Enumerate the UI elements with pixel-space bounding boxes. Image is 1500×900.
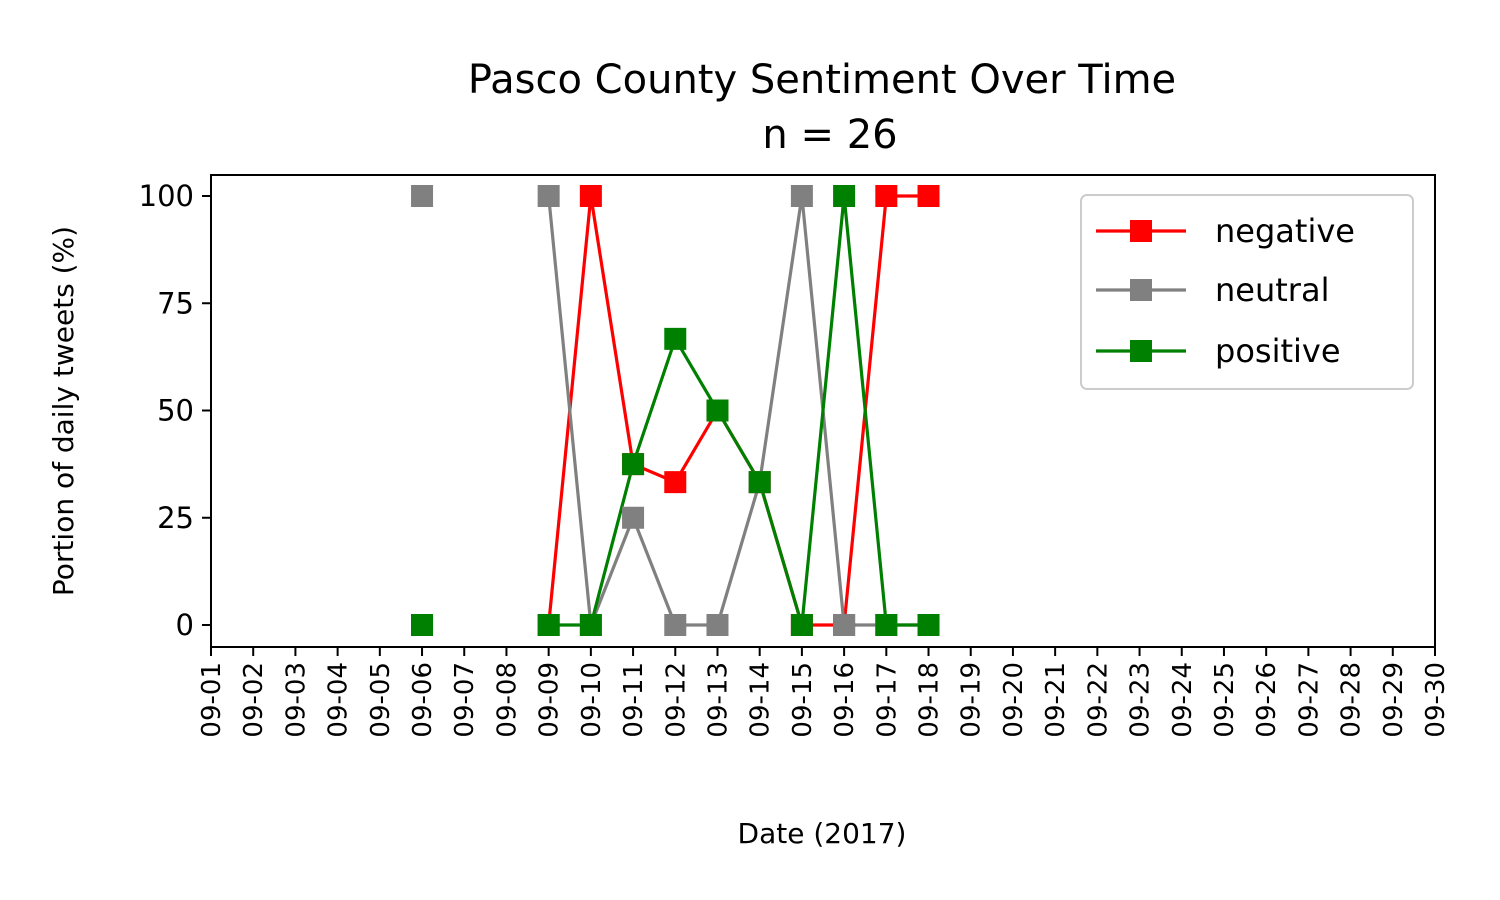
x-tick-label: 09-12 xyxy=(661,662,691,738)
x-tick-label: 09-06 xyxy=(408,662,438,738)
x-tick-label: 09-27 xyxy=(1294,662,1324,738)
x-tick-label: 09-29 xyxy=(1379,662,1409,738)
series-marker-neutral xyxy=(537,185,560,207)
x-tick-label: 09-24 xyxy=(1168,662,1198,738)
chart-subtitle: n = 26 xyxy=(762,112,897,158)
series-marker-negative xyxy=(579,185,602,207)
legend-marker-neutral xyxy=(1130,279,1152,301)
x-tick-label: 09-20 xyxy=(999,662,1029,738)
series-marker-neutral xyxy=(790,185,813,207)
x-tick-label: 09-14 xyxy=(746,662,776,738)
x-tick-label: 09-09 xyxy=(535,662,565,738)
x-tick-label: 09-13 xyxy=(703,662,733,738)
x-tick-label: 09-02 xyxy=(239,662,269,738)
y-tick-label: 75 xyxy=(157,286,194,320)
legend-label-neutral: neutral xyxy=(1215,271,1329,309)
y-axis-ticks: 0 25 50 75 100 xyxy=(139,179,211,642)
x-tick-label: 09-03 xyxy=(281,662,311,738)
x-tick-label: 09-10 xyxy=(577,662,607,738)
y-axis-label: Portion of daily tweets (%) xyxy=(47,226,80,596)
legend-label-negative: negative xyxy=(1215,212,1355,250)
x-tick-label: 09-05 xyxy=(366,662,396,738)
series-marker-neutral xyxy=(706,614,729,636)
y-tick-label: 0 xyxy=(176,608,194,642)
legend-box xyxy=(1080,194,1414,390)
chart-title: Pasco County Sentiment Over Time xyxy=(468,57,1176,103)
series-marker-positive xyxy=(622,453,645,476)
legend-marker-positive xyxy=(1130,340,1152,362)
series-marker-positive xyxy=(579,614,602,636)
series-marker-neutral xyxy=(411,185,434,207)
series-line-negative xyxy=(547,194,929,627)
series-marker-negative xyxy=(917,185,940,207)
x-axis-ticks: 09-01 09-02 09-03 09-04 09-05 09-06 09-07 09-08… xyxy=(197,647,1451,738)
x-tick-label: 09-25 xyxy=(1210,662,1240,738)
series-marker-neutral xyxy=(833,614,856,636)
y-tick-label: 25 xyxy=(157,501,194,535)
legend: negative neutral positive xyxy=(1080,194,1414,390)
x-tick-label: 09-21 xyxy=(1041,662,1071,738)
legend-marker-negative xyxy=(1130,220,1152,242)
series-marker-neutral xyxy=(622,506,645,529)
series-line-positive xyxy=(548,194,929,627)
series-marker-positive xyxy=(748,471,771,494)
x-tick-label: 09-11 xyxy=(619,662,649,738)
series-marker-positive xyxy=(790,614,813,636)
series-marker-negative xyxy=(875,185,898,207)
series-marker-positive xyxy=(917,614,940,636)
series-line-neutral xyxy=(547,194,929,627)
y-tick-label: 50 xyxy=(157,394,194,428)
plot-frame xyxy=(210,174,1436,648)
x-tick-label: 09-15 xyxy=(788,662,818,738)
x-tick-label: 09-23 xyxy=(1126,662,1156,738)
x-axis-label: Date (2017) xyxy=(738,817,907,850)
legend-label-positive: positive xyxy=(1215,332,1341,370)
x-tick-label: 09-18 xyxy=(915,662,945,738)
x-tick-label: 09-07 xyxy=(450,662,480,738)
x-tick-label: 09-01 xyxy=(197,662,227,738)
x-tick-label: 09-22 xyxy=(1083,662,1113,738)
series-marker-positive xyxy=(664,327,687,350)
series-marker-neutral xyxy=(664,614,687,636)
x-tick-label: 09-16 xyxy=(830,662,860,738)
x-tick-label: 09-17 xyxy=(872,662,902,738)
x-tick-label: 09-08 xyxy=(492,662,522,738)
series-marker-positive xyxy=(833,185,856,207)
x-tick-label: 09-30 xyxy=(1421,662,1451,738)
series-marker-positive xyxy=(706,399,729,422)
series-marker-positive xyxy=(537,614,560,636)
series-marker-positive xyxy=(875,614,898,636)
x-tick-label: 09-04 xyxy=(324,662,354,738)
x-tick-label: 09-19 xyxy=(957,662,987,738)
y-tick-label: 100 xyxy=(139,179,194,213)
x-tick-label: 09-28 xyxy=(1337,662,1367,738)
series-marker-positive xyxy=(411,614,434,636)
series-marker-negative xyxy=(664,471,687,494)
series-layer xyxy=(411,185,940,636)
x-tick-label: 09-26 xyxy=(1252,662,1282,738)
